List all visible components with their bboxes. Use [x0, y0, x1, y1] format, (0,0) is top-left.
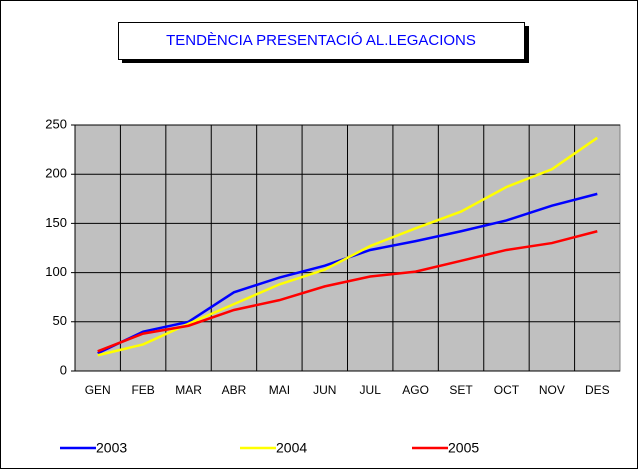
x-tick-label: JUL — [360, 383, 382, 397]
x-tick-label: DES — [585, 383, 610, 397]
title-box — [118, 22, 525, 60]
y-tick-label: 250 — [45, 116, 67, 131]
legend-label: 2003 — [96, 440, 127, 456]
x-tick-label: GEN — [85, 383, 111, 397]
x-tick-label: OCT — [494, 383, 520, 397]
legend-label: 2005 — [448, 440, 479, 456]
x-tick-label: AGO — [402, 383, 429, 397]
y-tick-label: 200 — [45, 166, 67, 181]
y-tick-label: 50 — [53, 313, 67, 328]
y-tick-label: 100 — [45, 264, 67, 279]
x-tick-label: MAI — [269, 383, 290, 397]
chart-title: TENDÈNCIA PRESENTACIÓ AL.LEGACIONS — [166, 32, 476, 49]
series-line — [97, 230, 598, 353]
y-tick-label: 0 — [60, 362, 67, 377]
x-tick-label: MAR — [175, 383, 202, 397]
x-tick-label: FEB — [131, 383, 154, 397]
x-tick-label: ABR — [222, 383, 247, 397]
legend-label: 2004 — [276, 440, 307, 456]
x-tick-label: SET — [449, 383, 473, 397]
x-tick-label: JUN — [313, 383, 336, 397]
y-tick-label: 150 — [45, 215, 67, 230]
x-tick-label: NOV — [539, 383, 565, 397]
